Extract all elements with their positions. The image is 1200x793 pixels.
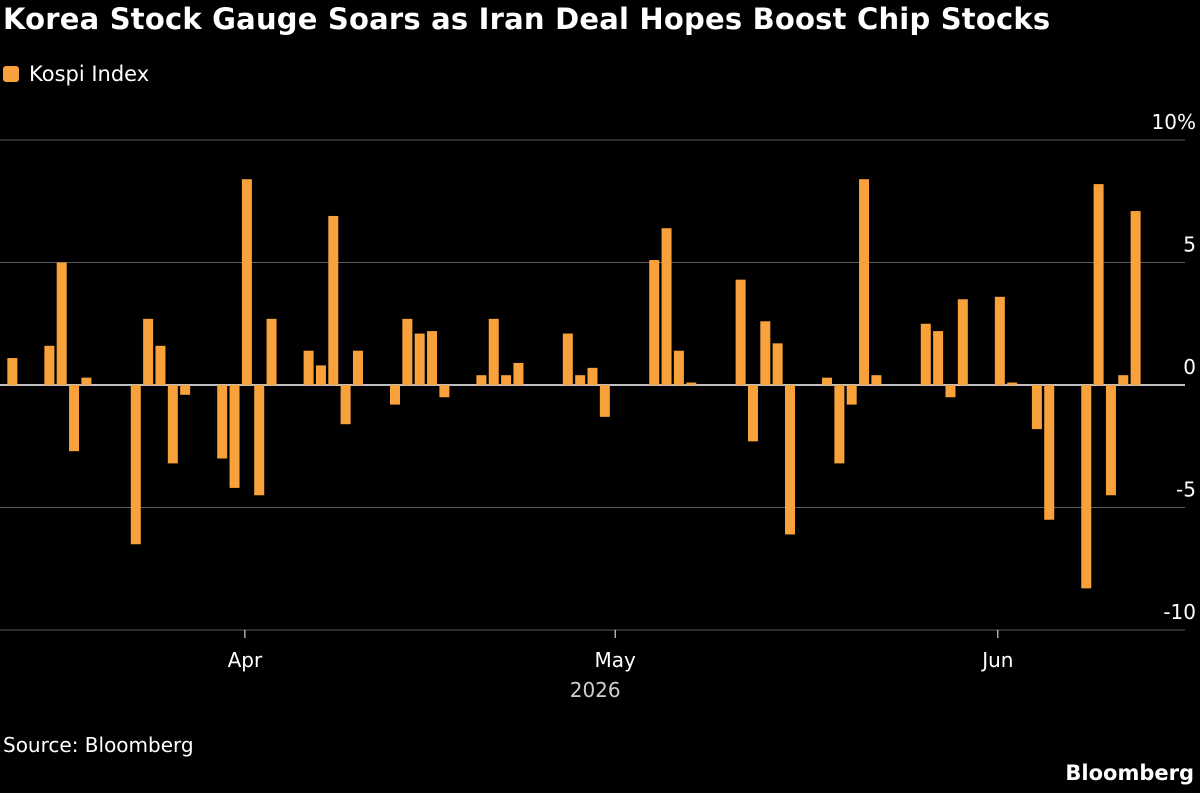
x-tick-label: May: [595, 648, 637, 672]
y-tick-label: 10%: [1152, 110, 1196, 134]
legend-label: Kospi Index: [29, 62, 150, 86]
bar: [587, 367, 598, 385]
bar: [599, 385, 610, 417]
bar: [241, 179, 252, 385]
bar: [155, 345, 166, 385]
bar: [933, 331, 944, 385]
bar: [735, 279, 746, 385]
x-axis-year-label: 2026: [570, 678, 621, 702]
bar: [229, 385, 240, 488]
bar: [303, 350, 314, 385]
x-tick-label: Jun: [980, 648, 1013, 672]
bar: [772, 343, 783, 385]
bar: [686, 382, 697, 385]
bar: [1007, 382, 1018, 385]
bar: [7, 358, 18, 385]
y-tick-label: -10: [1163, 600, 1196, 624]
bar: [822, 377, 833, 385]
bar: [1118, 375, 1129, 385]
bar: [760, 321, 771, 385]
bar: [56, 262, 67, 385]
bar: [328, 215, 339, 385]
bar: [846, 385, 857, 405]
bar: [673, 350, 684, 385]
bar: [945, 385, 956, 398]
bar: [1081, 385, 1092, 589]
bar: [834, 385, 845, 464]
bar: [414, 333, 425, 385]
bar: [69, 385, 80, 452]
bar: [513, 362, 524, 385]
bar: [167, 385, 178, 464]
bar: [266, 318, 277, 385]
bar: [1044, 385, 1055, 520]
bloomberg-logo: Bloomberg: [1065, 761, 1194, 785]
bar: [476, 375, 487, 385]
legend-swatch: [3, 66, 19, 82]
bar: [488, 318, 499, 385]
bar: [402, 318, 413, 385]
bar: [747, 385, 758, 442]
bar: [340, 385, 351, 425]
bar: [390, 385, 400, 405]
chart-title: Korea Stock Gauge Soars as Iran Deal Hop…: [3, 2, 1051, 36]
y-tick-label: 0: [1183, 355, 1196, 379]
bar: [785, 385, 795, 535]
bar: [1031, 385, 1042, 430]
x-tick-label: Apr: [228, 648, 263, 672]
bar: [661, 228, 672, 385]
bar: [143, 318, 154, 385]
bar: [254, 385, 265, 496]
legend: Kospi Index: [3, 62, 149, 86]
bar: [427, 331, 438, 385]
bar: [315, 365, 326, 385]
bar: [859, 179, 870, 385]
bar: [180, 385, 191, 395]
bar: [562, 333, 573, 385]
bar: [352, 350, 363, 385]
bar: [130, 385, 141, 545]
y-tick-label: -5: [1176, 478, 1196, 502]
bar: [871, 375, 882, 385]
source-note: Source: Bloomberg: [3, 733, 194, 757]
y-tick-label: 5: [1183, 233, 1196, 257]
bar: [957, 299, 968, 385]
bar: [1105, 385, 1116, 496]
bar: [217, 385, 228, 459]
bar: [920, 323, 931, 385]
bar: [81, 377, 92, 385]
bar: [1093, 184, 1104, 385]
bar: [439, 385, 450, 398]
bar: [994, 296, 1005, 385]
bar: [1130, 211, 1141, 385]
bar: [649, 260, 660, 385]
bar: [501, 375, 512, 385]
bar: [44, 345, 55, 385]
bar: [575, 375, 586, 385]
